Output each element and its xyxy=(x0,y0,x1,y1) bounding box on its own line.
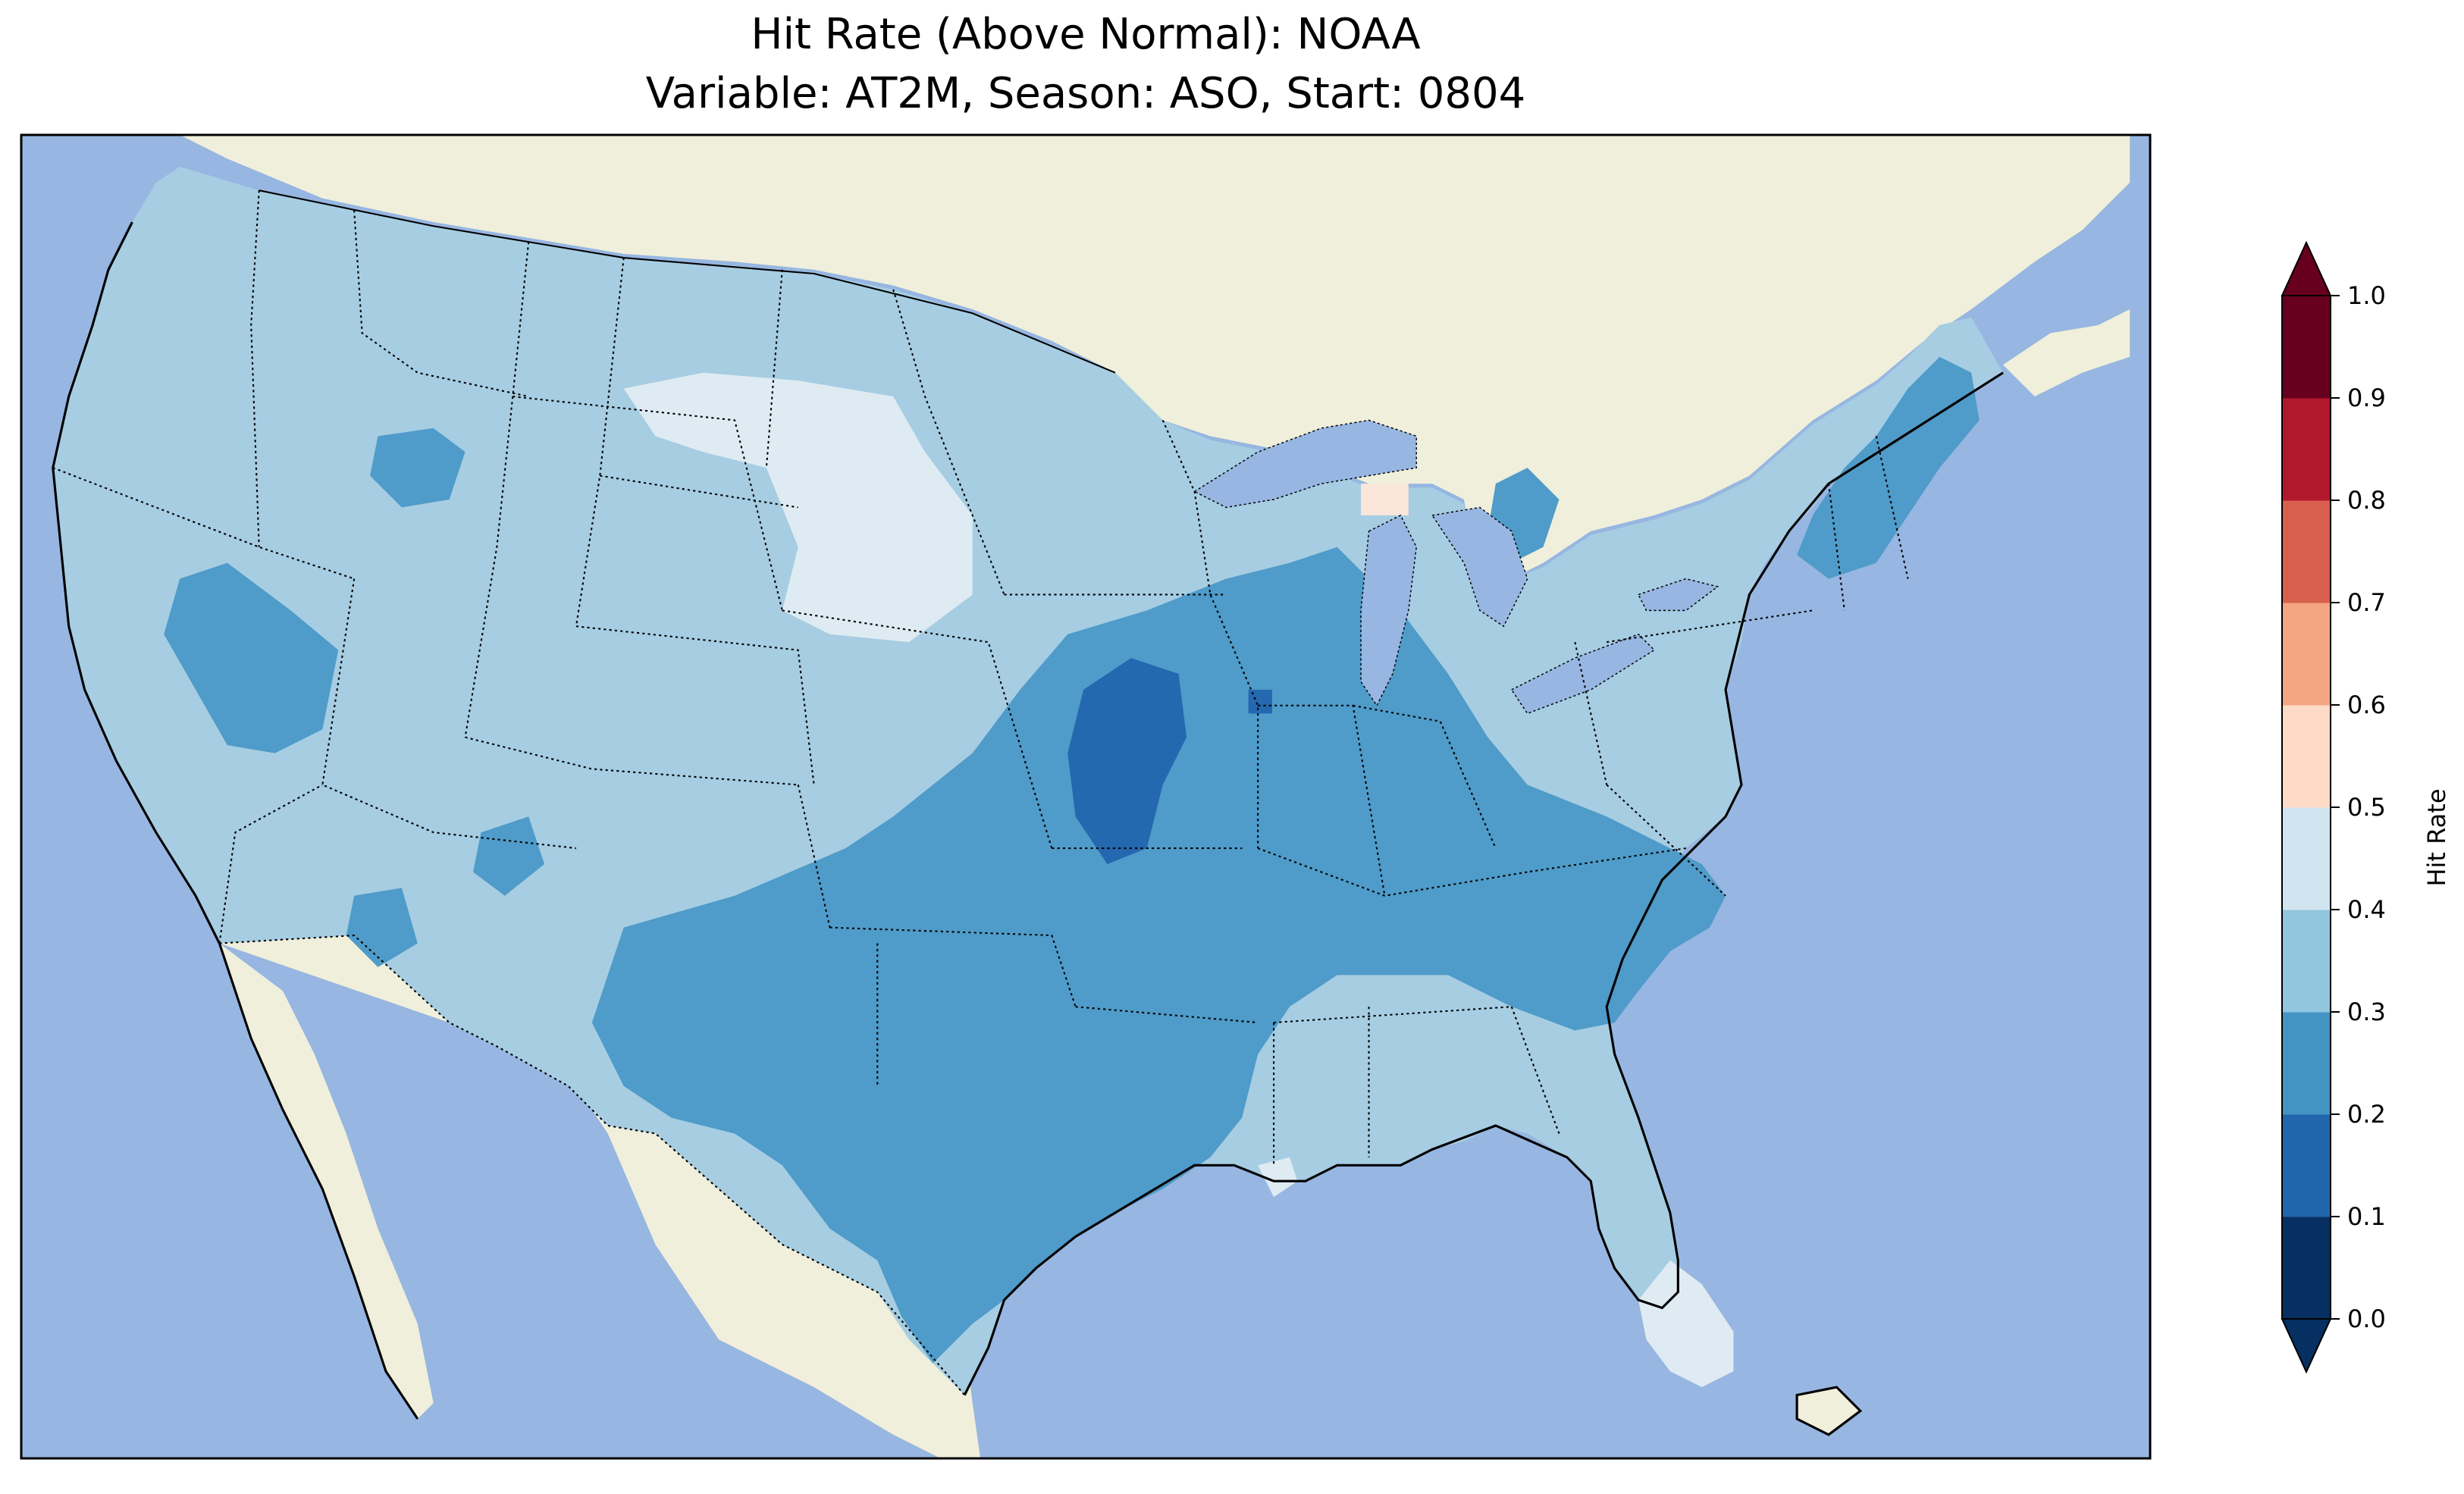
colorbar-bin xyxy=(2282,1012,2331,1115)
colorbar-under-extension xyxy=(2281,1318,2332,1374)
mexico-land xyxy=(219,935,981,1459)
coastline xyxy=(52,221,2004,1436)
lake-michigan xyxy=(1360,514,1418,707)
colorbar-over-extension xyxy=(2281,240,2332,296)
lake-erie xyxy=(1510,633,1656,715)
colorbar-tick-label: 1.0 xyxy=(2347,281,2386,310)
colorbar-tick-label: 0.2 xyxy=(2347,1100,2386,1129)
colorbar-tick-label: 0.6 xyxy=(2347,691,2386,719)
lake-superior xyxy=(1193,419,1417,509)
colorbar-bin xyxy=(2282,500,2331,603)
colorbar-tick-label: 0.4 xyxy=(2347,895,2386,924)
colorbar-bin xyxy=(2282,807,2331,910)
colorbar-bin xyxy=(2282,705,2331,808)
map-title: Hit Rate (Above Normal): NOAA xyxy=(751,10,1421,59)
mexico-border xyxy=(219,934,966,1396)
colorbar-tick-label: 0.1 xyxy=(2347,1202,2386,1231)
great-basin-patch xyxy=(164,562,339,753)
lake-huron xyxy=(1431,506,1528,628)
baja-land xyxy=(219,943,434,1419)
lake-ontario xyxy=(1637,578,1719,612)
colorbar-tick-label: 0.9 xyxy=(2347,384,2386,412)
upper-michigan-spot xyxy=(1361,484,1409,515)
nevada-small-patch xyxy=(472,816,545,896)
central-core xyxy=(591,547,1726,1364)
map-frame xyxy=(20,133,2152,1460)
colorbar-bin xyxy=(2282,398,2331,501)
maritimes-land xyxy=(2003,309,2130,397)
canada-land xyxy=(180,135,2130,587)
colorbar-tick-label: 0.3 xyxy=(2347,998,2386,1026)
colorbar-tick-label: 0.5 xyxy=(2347,793,2386,822)
canada-border xyxy=(259,189,1116,374)
colorbar-tick-label: 0.0 xyxy=(2347,1305,2386,1333)
colorbar-tick-label: 0.8 xyxy=(2347,486,2386,515)
south-florida-light xyxy=(1638,1260,1734,1388)
map-subtitle: Variable: AT2M, Season: ASO, Start: 0804 xyxy=(645,69,1526,118)
colorbar-tick-label: 0.7 xyxy=(2347,588,2386,617)
northern-plains-light xyxy=(623,372,973,643)
new-england-patch xyxy=(1797,356,1980,579)
state-borders xyxy=(52,190,1909,1166)
idaho-patch xyxy=(370,428,466,508)
texas-coast-light xyxy=(1258,1157,1298,1198)
colorbar-bin xyxy=(2282,910,2331,1013)
colorbar-label: Hit Rate xyxy=(2422,788,2451,886)
colorbar-bin xyxy=(2282,603,2331,706)
colorbar-bin xyxy=(2282,296,2331,399)
colorbar-bin xyxy=(2282,1217,2331,1320)
arizona-patch xyxy=(346,888,418,967)
colorbar-bin xyxy=(2282,1114,2331,1217)
missouri-iowa-core xyxy=(1067,658,1187,864)
